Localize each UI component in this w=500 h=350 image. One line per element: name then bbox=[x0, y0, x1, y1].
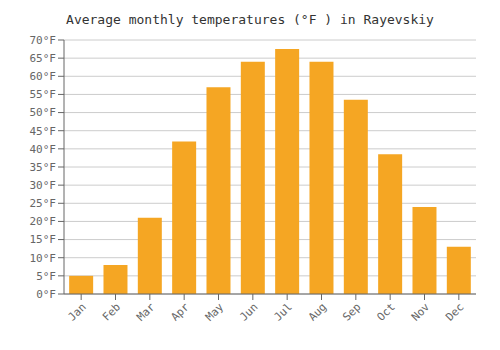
svg-text:10°F: 10°F bbox=[30, 252, 57, 265]
svg-text:35°F: 35°F bbox=[30, 161, 57, 174]
svg-text:May: May bbox=[203, 300, 227, 324]
svg-text:5°F: 5°F bbox=[36, 270, 56, 283]
svg-text:Sep: Sep bbox=[340, 300, 363, 323]
svg-text:65°F: 65°F bbox=[30, 52, 57, 65]
svg-text:15°F: 15°F bbox=[30, 233, 57, 246]
svg-text:Dec: Dec bbox=[443, 300, 466, 323]
html-text:Average monthly temperatures (: Average monthly temperatures (°F ) in Ra… bbox=[66, 12, 434, 27]
svg-text:25°F: 25°F bbox=[30, 197, 57, 210]
svg-text:60°F: 60°F bbox=[30, 70, 57, 83]
svg-text:Jul: Jul bbox=[272, 300, 295, 323]
svg-text:45°F: 45°F bbox=[30, 125, 57, 138]
svg-text:Nov: Nov bbox=[409, 300, 433, 324]
svg-text:Aug: Aug bbox=[306, 300, 329, 323]
svg-text:20°F: 20°F bbox=[30, 215, 57, 228]
svg-text:Apr: Apr bbox=[169, 300, 193, 324]
svg-text:40°F: 40°F bbox=[30, 143, 57, 156]
svg-text:70°F: 70°F bbox=[30, 34, 57, 47]
svg-text:Oct: Oct bbox=[375, 300, 398, 323]
svg-text:0°F: 0°F bbox=[36, 288, 56, 301]
svg-text:30°F: 30°F bbox=[30, 179, 57, 192]
svg-text:Jun: Jun bbox=[237, 300, 260, 323]
svg-text:Mar: Mar bbox=[134, 300, 158, 324]
svg-text:Feb: Feb bbox=[100, 300, 123, 323]
svg-text:Jan: Jan bbox=[66, 300, 89, 323]
svg-text:55°F: 55°F bbox=[30, 88, 57, 101]
svg-text:50°F: 50°F bbox=[30, 106, 57, 119]
